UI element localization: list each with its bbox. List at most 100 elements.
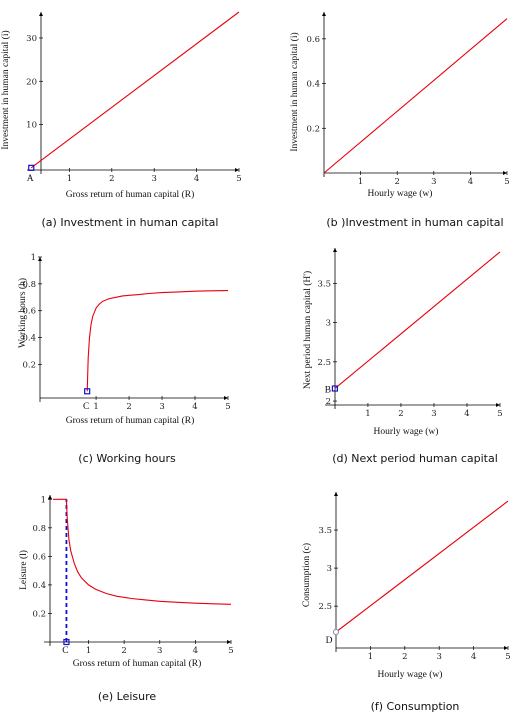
y-axis-label: Investment in human capital (i) [289, 32, 300, 151]
x-tick-label: 3 [431, 177, 436, 187]
x-tick-label: 1 [86, 646, 91, 656]
y-axis-label: Consumption (c) [301, 543, 312, 607]
x-tick-label: 2 [402, 652, 407, 662]
y-axis-label: Next period human capital (H') [302, 271, 313, 389]
x-axis-label: Hourly wage (w) [374, 426, 439, 437]
chart-caption: (e) Leisure [98, 690, 157, 703]
x-tick-label: 5 [497, 409, 502, 419]
x-axis-label: Hourly wage (w) [378, 669, 443, 680]
x-tick-label: 2 [398, 409, 403, 419]
x-axis-label: Gross return of human capital (R) [66, 415, 194, 426]
x-axis-label: Hourly wage (w) [368, 188, 433, 199]
y-axis-arrow [48, 495, 52, 499]
point-label: B [325, 386, 331, 396]
series-line [52, 498, 232, 605]
y-tick-label: 3 [326, 319, 331, 329]
chart-caption: (c) Working hours [78, 452, 176, 465]
y-axis-label: Leisure (l) [18, 550, 29, 590]
chart-e: 1 2 3 4 5 0.2 0.4 0.6 0.8 1 C Gross return of human… [18, 495, 234, 703]
x-axis-arrow [224, 396, 228, 400]
x-tick-label: 5 [236, 174, 241, 184]
x-tick-label: 3 [431, 409, 436, 419]
x-tick-label: 4 [468, 177, 473, 187]
y-axis-arrow [38, 257, 42, 261]
chart-b: 1 2 3 4 5 0.2 0.4 0.6 Hourly wage (w) Investment … [289, 12, 510, 229]
x-axis-label: Gross return of human capital (R) [73, 658, 201, 669]
x-tick-label: 3 [159, 402, 164, 412]
chart-caption: (a) Investment in human capital [42, 216, 219, 229]
series-line [335, 500, 509, 633]
x-tick-label: 4 [471, 652, 476, 662]
point-label: A [27, 174, 34, 184]
y-tick-label: 0.6 [306, 35, 320, 45]
point-marker [28, 164, 35, 171]
x-tick-label: 5 [225, 402, 230, 412]
chart-caption: (b )Investment in human capital [326, 216, 503, 229]
y-tick-label: 20 [26, 77, 37, 87]
x-tick-label: 3 [151, 174, 156, 184]
x-tick-label: 3 [436, 652, 441, 662]
y-tick-label: 0.8 [22, 280, 36, 290]
x-tick-label: 3 [157, 646, 162, 656]
chart-caption: (f) Consumption [371, 700, 460, 713]
point-label: C [62, 646, 68, 656]
y-tick-label: 3.5 [318, 526, 332, 536]
y-tick-label: 2.5 [317, 358, 331, 368]
point-label: D [326, 636, 333, 646]
chart-a: 1 2 3 4 5 10 20 30 A Gross return of human capita… [0, 11, 242, 229]
y-tick-label: 0.4 [32, 581, 46, 591]
y-tick-label: 1 [31, 253, 36, 263]
x-tick-label: 1 [368, 652, 373, 662]
y-axis-label: Working hours (h) [17, 278, 28, 348]
x-tick-label: 1 [358, 177, 363, 187]
x-tick-label: 5 [504, 177, 509, 187]
y-axis-label: Investment in human capital (i) [0, 30, 11, 149]
x-tick-label: 1 [67, 174, 72, 184]
y-tick-label: 2.5 [318, 602, 332, 612]
x-axis-arrow [503, 171, 507, 175]
x-tick-label: 1 [365, 409, 370, 419]
chart-caption: (d) Next period human capital [332, 452, 498, 465]
x-axis-arrow [227, 640, 231, 644]
y-axis-arrow [333, 248, 337, 252]
y-tick-label: 0.4 [22, 334, 36, 344]
y-tick-label: 0.2 [32, 609, 46, 619]
y-tick-label: 0.2 [306, 124, 320, 134]
y-tick-label: 0.6 [22, 307, 36, 317]
y-axis-arrow [334, 492, 338, 496]
y-tick-label: 2 [326, 397, 331, 407]
x-axis-arrow [496, 403, 500, 407]
x-axis-arrow [504, 646, 508, 650]
y-tick-label: 3 [327, 564, 332, 574]
x-tick-label: 4 [194, 174, 199, 184]
y-axis-arrow [322, 12, 326, 16]
y-tick-label: 10 [26, 121, 37, 131]
x-tick-label: 1 [93, 402, 98, 412]
y-tick-label: 0.6 [32, 552, 46, 562]
point-marker [84, 388, 91, 395]
x-tick-label: 4 [192, 402, 197, 412]
x-tick-label: 2 [394, 177, 399, 187]
y-tick-label: 0.2 [22, 360, 36, 370]
series-line [30, 11, 240, 169]
x-tick-label: 2 [121, 646, 126, 656]
point-marker [332, 628, 340, 636]
x-tick-label: 2 [109, 174, 114, 184]
point-marker [63, 638, 70, 646]
x-axis-arrow [235, 168, 239, 172]
y-tick-label: 3.5 [317, 279, 331, 289]
series-line [86, 290, 229, 392]
y-tick-label: 30 [26, 34, 37, 44]
series-line [334, 251, 501, 389]
y-tick-label: 1 [41, 495, 46, 505]
y-axis-arrow [39, 12, 43, 16]
chart-f: 1 2 3 4 5 2.5 3 3.5 D Hourly wage (w) Consumption … [301, 492, 511, 713]
y-tick-label: 0.4 [306, 80, 320, 90]
x-tick-label: 2 [126, 402, 131, 412]
point-label: C [83, 402, 89, 412]
series-line [323, 18, 508, 174]
chart-d: 1 2 3 4 5 2 2.5 3 3.5 B Hourly wage (w) Next period… [302, 248, 503, 465]
x-axis-label: Gross return of human capital (R) [66, 189, 194, 200]
